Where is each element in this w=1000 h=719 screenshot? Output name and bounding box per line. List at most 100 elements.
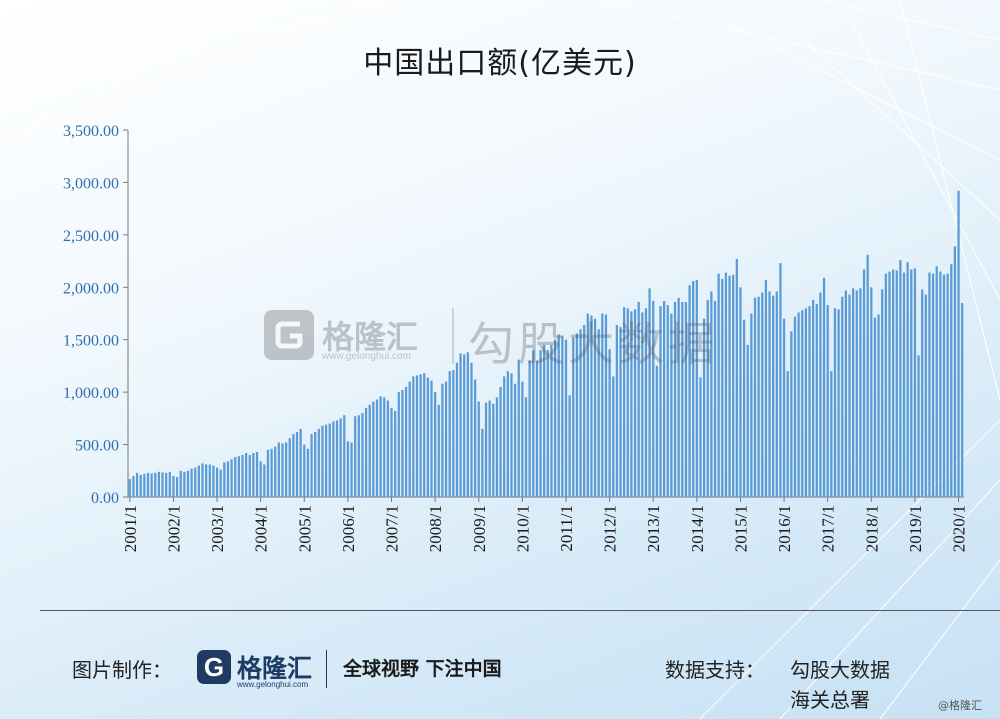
x-tick-label: 2005/1 bbox=[295, 505, 314, 552]
bar bbox=[612, 376, 615, 497]
bar bbox=[499, 386, 502, 497]
bar bbox=[870, 287, 873, 497]
y-tick-label: 3,000.00 bbox=[63, 175, 119, 192]
bar bbox=[434, 392, 437, 497]
bar bbox=[444, 381, 448, 497]
bar bbox=[946, 273, 949, 497]
bar bbox=[717, 273, 720, 497]
bar bbox=[822, 277, 826, 497]
bar bbox=[284, 442, 288, 497]
bar bbox=[306, 448, 310, 497]
bar bbox=[394, 411, 397, 497]
bar bbox=[877, 314, 880, 497]
bar bbox=[408, 381, 411, 497]
bar bbox=[895, 270, 898, 497]
slogan: 全球视野 下注中国 bbox=[343, 658, 502, 680]
bar bbox=[702, 318, 706, 497]
y-tick-label: 2,000.00 bbox=[63, 280, 119, 297]
bar bbox=[793, 316, 797, 497]
footer-divider bbox=[40, 610, 1000, 611]
bar bbox=[673, 301, 677, 497]
bar bbox=[415, 375, 419, 497]
bar bbox=[557, 334, 560, 497]
bar bbox=[833, 308, 837, 497]
bar bbox=[430, 380, 433, 497]
bar bbox=[604, 314, 608, 497]
logo-name: 格隆汇 bbox=[237, 654, 313, 683]
x-tick-label: 2008/1 bbox=[426, 505, 445, 552]
bar bbox=[350, 442, 353, 497]
bar bbox=[553, 339, 557, 497]
bar bbox=[364, 407, 368, 497]
x-tick-label: 2011/1 bbox=[557, 505, 576, 552]
bar bbox=[128, 479, 131, 497]
bar bbox=[695, 279, 698, 497]
bar bbox=[742, 319, 746, 497]
x-tick-label: 2019/1 bbox=[906, 505, 925, 552]
x-tick-label: 2003/1 bbox=[208, 505, 227, 552]
bar bbox=[183, 471, 186, 497]
bar bbox=[288, 438, 291, 497]
bar bbox=[677, 297, 680, 497]
bar bbox=[688, 285, 691, 497]
bar bbox=[459, 353, 462, 497]
watermark-text: 勾股大数据 bbox=[468, 317, 718, 371]
bar bbox=[601, 313, 604, 497]
bar bbox=[524, 397, 528, 497]
bar bbox=[532, 350, 535, 497]
bar bbox=[488, 400, 491, 497]
bar bbox=[630, 311, 633, 497]
bar bbox=[648, 288, 651, 497]
bar bbox=[772, 295, 775, 497]
bar bbox=[506, 371, 509, 497]
bar bbox=[593, 318, 597, 497]
bar bbox=[477, 401, 480, 497]
bar bbox=[328, 423, 331, 497]
bar bbox=[517, 359, 520, 497]
bar bbox=[441, 383, 444, 497]
bar bbox=[659, 306, 662, 497]
data-support-label: 数据支持： bbox=[665, 658, 765, 682]
bar bbox=[623, 307, 626, 497]
bar bbox=[146, 472, 150, 497]
bar bbox=[906, 262, 909, 497]
bar bbox=[637, 301, 640, 497]
bar bbox=[902, 272, 906, 497]
footer-separator bbox=[326, 650, 327, 688]
bar bbox=[361, 413, 364, 497]
bar bbox=[437, 404, 440, 497]
bar bbox=[154, 472, 157, 497]
bar bbox=[266, 449, 270, 497]
bar bbox=[390, 407, 393, 497]
bar bbox=[321, 425, 324, 497]
bar bbox=[913, 268, 917, 497]
bar bbox=[412, 376, 415, 497]
data-source-2: 海关总署 bbox=[790, 688, 870, 712]
bar bbox=[197, 465, 201, 497]
bar bbox=[917, 355, 920, 497]
bar bbox=[132, 476, 135, 497]
bar bbox=[666, 305, 669, 497]
bar bbox=[201, 463, 204, 497]
bar bbox=[961, 303, 964, 497]
bar bbox=[423, 373, 426, 497]
bar bbox=[957, 190, 960, 497]
bar bbox=[928, 272, 931, 497]
made-by-label: 图片制作： bbox=[72, 658, 172, 682]
bar bbox=[521, 381, 524, 497]
bar bbox=[150, 473, 153, 497]
x-tick-label: 2002/1 bbox=[164, 505, 183, 552]
bar bbox=[354, 416, 357, 497]
bar bbox=[572, 337, 575, 497]
bar bbox=[732, 274, 735, 497]
bar bbox=[175, 477, 179, 497]
x-tick-label: 2015/1 bbox=[731, 505, 750, 552]
bar bbox=[753, 297, 757, 497]
bar bbox=[135, 472, 139, 497]
bar bbox=[255, 451, 259, 497]
bar bbox=[684, 301, 688, 497]
y-tick-label: 500.00 bbox=[75, 438, 119, 455]
y-tick-label: 1,500.00 bbox=[63, 333, 119, 350]
x-tick-label: 2013/1 bbox=[644, 505, 663, 552]
bar bbox=[826, 305, 829, 497]
